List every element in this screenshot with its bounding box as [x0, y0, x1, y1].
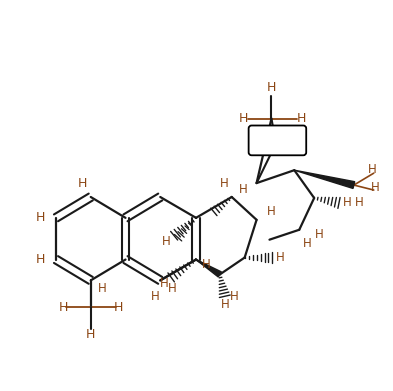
Text: Abs: Abs	[266, 134, 288, 147]
Text: H: H	[35, 212, 45, 224]
Text: H: H	[239, 112, 248, 125]
Text: H: H	[160, 277, 169, 290]
Text: H: H	[98, 282, 107, 295]
Text: H: H	[168, 282, 176, 295]
Text: H: H	[78, 177, 88, 190]
Text: H: H	[276, 251, 285, 264]
Text: H: H	[86, 328, 95, 341]
Text: H: H	[162, 235, 171, 248]
Text: H: H	[343, 196, 351, 210]
Text: H: H	[35, 253, 45, 266]
Text: H: H	[371, 181, 380, 194]
Text: H: H	[267, 81, 276, 94]
Text: H: H	[303, 237, 312, 250]
Text: H: H	[354, 196, 363, 210]
Polygon shape	[196, 260, 221, 277]
Text: H: H	[239, 183, 248, 196]
FancyBboxPatch shape	[249, 126, 306, 155]
Text: H: H	[151, 290, 160, 303]
Text: H: H	[267, 205, 276, 219]
Text: H: H	[220, 298, 229, 311]
Text: H: H	[315, 228, 323, 241]
Text: H: H	[367, 163, 376, 176]
Text: H: H	[230, 290, 239, 303]
Text: H: H	[114, 301, 123, 314]
Text: H: H	[202, 258, 210, 271]
Text: H: H	[297, 112, 306, 125]
Polygon shape	[294, 170, 355, 188]
Text: H: H	[58, 301, 68, 314]
Text: H: H	[219, 177, 228, 190]
